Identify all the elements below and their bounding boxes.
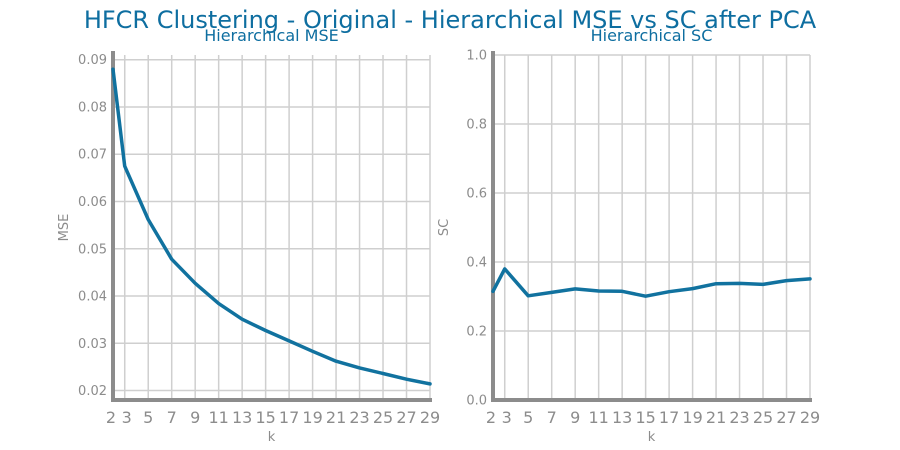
mse-xtick-label: 15 — [255, 408, 275, 427]
mse-xtick-label: 11 — [208, 408, 228, 427]
sc-xtick-label: 5 — [523, 408, 533, 427]
mse-xtick-label: 7 — [167, 408, 177, 427]
sc-series-line — [491, 267, 812, 298]
mse-xtick-label: 25 — [373, 408, 393, 427]
sc-xtick-label: 3 — [502, 408, 512, 427]
sc-x-axis-label: k — [648, 430, 656, 445]
chart-title: HFCR Clustering - Original - Hierarchica… — [84, 6, 817, 34]
mse-ytick-label: 0.03 — [78, 337, 107, 352]
sc-subtitle: Hierarchical SC — [591, 26, 713, 45]
mse-xtick-label: 13 — [232, 408, 252, 427]
mse-xtick-label: 2 — [106, 408, 116, 427]
mse-x-axis-label: k — [268, 430, 276, 445]
sc-xtick-label: 25 — [753, 408, 773, 427]
sc-xtick-label: 27 — [776, 408, 796, 427]
mse-y-axis-label: MSE — [57, 214, 72, 242]
sc-xtick-label: 2 — [486, 408, 496, 427]
sc-ytick-label: 0.2 — [466, 325, 487, 340]
mse-series-line — [111, 67, 432, 386]
sc-xtick-label: 19 — [682, 408, 702, 427]
mse-ytick-label: 0.07 — [78, 148, 107, 163]
mse-xtick-label: 19 — [302, 408, 322, 427]
mse-ytick-label: 0.09 — [78, 53, 107, 68]
sc-xtick-label: 11 — [588, 408, 608, 427]
sc-ytick-label: 0.4 — [466, 256, 487, 271]
sc-xtick-label: 9 — [570, 408, 580, 427]
mse-subtitle: Hierarchical MSE — [204, 26, 339, 45]
mse-xtick-label: 3 — [122, 408, 132, 427]
mse-xtick-label: 5 — [143, 408, 153, 427]
sc-ytick-label: 0.6 — [466, 187, 487, 202]
mse-xtick-label: 29 — [420, 408, 440, 427]
sc-xtick-label: 23 — [729, 408, 749, 427]
sc-xtick-label: 15 — [635, 408, 655, 427]
mse-ytick-label: 0.02 — [78, 384, 107, 399]
mse-ytick-label: 0.05 — [78, 242, 107, 257]
sc-xtick-label: 21 — [706, 408, 726, 427]
sc-xtick-label: 29 — [800, 408, 820, 427]
sc-y-axis-label: SC — [437, 219, 452, 236]
sc-panel: 0.00.20.40.60.81.02 3 5 7 9 11 13 15 17 19 21 23 25 2… — [437, 26, 820, 445]
mse-xtick-label: 27 — [396, 408, 416, 427]
sc-ytick-label: 1.0 — [466, 49, 487, 64]
mse-xtick-label: 23 — [349, 408, 369, 427]
mse-ytick-label: 0.04 — [78, 290, 107, 305]
sc-ytick-label: 0.8 — [466, 118, 487, 133]
mse-xtick-label: 17 — [279, 408, 299, 427]
mse-xtick-label: 9 — [190, 408, 200, 427]
sc-xtick-label: 17 — [659, 408, 679, 427]
sc-ytick-label: 0.0 — [466, 394, 487, 409]
mse-xtick-label: 21 — [326, 408, 346, 427]
sc-xtick-label: 7 — [547, 408, 557, 427]
mse-ytick-label: 0.08 — [78, 100, 107, 115]
mse-panel: 0.020.030.040.050.060.070.080.092 3 5 7 9 11 1… — [57, 26, 440, 445]
mse-ytick-label: 0.06 — [78, 195, 107, 210]
sc-xtick-label: 13 — [612, 408, 632, 427]
